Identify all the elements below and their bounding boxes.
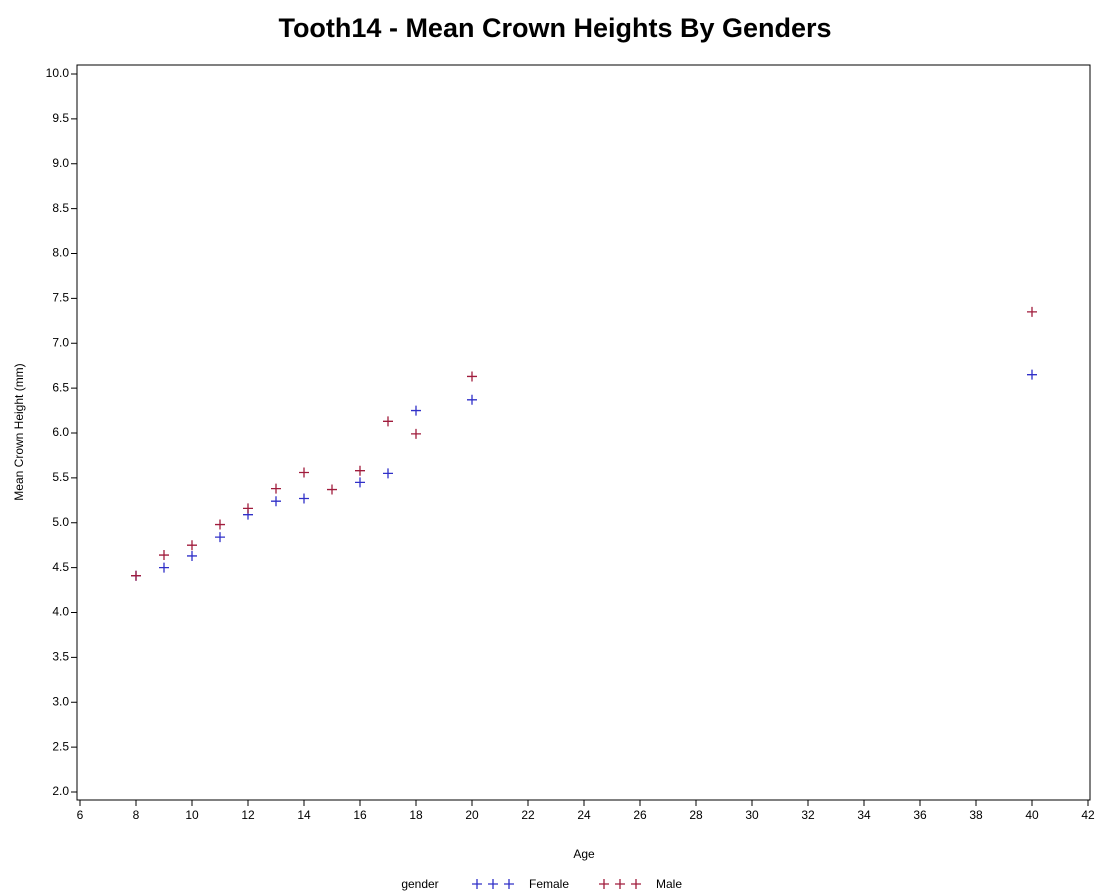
point bbox=[215, 532, 225, 543]
point bbox=[215, 519, 225, 530]
x-axis-label: Age bbox=[573, 847, 595, 861]
point bbox=[131, 570, 141, 581]
y-tick-label: 2.0 bbox=[52, 784, 69, 798]
y-tick-label: 7.0 bbox=[52, 335, 69, 349]
x-tick-label: 10 bbox=[185, 808, 199, 822]
y-tick-label: 7.5 bbox=[52, 291, 69, 305]
x-tick-label: 8 bbox=[133, 808, 140, 822]
y-tick-label: 5.5 bbox=[52, 470, 69, 484]
x-tick-label: 30 bbox=[745, 808, 759, 822]
x-tick-label: 6 bbox=[77, 808, 84, 822]
y-tick-label: 6.5 bbox=[52, 380, 69, 394]
chart-title: Tooth14 - Mean Crown Heights By Genders bbox=[278, 13, 831, 43]
y-tick-label: 9.5 bbox=[52, 111, 69, 125]
point bbox=[299, 493, 309, 504]
legend-symbol bbox=[599, 879, 609, 889]
x-tick-label: 36 bbox=[913, 808, 927, 822]
y-tick-label: 10.0 bbox=[46, 66, 70, 80]
legend-symbol bbox=[504, 879, 514, 889]
y-tick-label: 3.0 bbox=[52, 694, 69, 708]
point bbox=[411, 428, 421, 439]
x-tick-label: 42 bbox=[1081, 808, 1095, 822]
x-tick-label: 28 bbox=[689, 808, 703, 822]
y-tick-label: 2.5 bbox=[52, 739, 69, 753]
point bbox=[467, 394, 477, 405]
x-tick-label: 18 bbox=[409, 808, 423, 822]
x-tick-label: 40 bbox=[1025, 808, 1039, 822]
point bbox=[1027, 369, 1037, 380]
legend-symbol bbox=[488, 879, 498, 889]
y-tick-label: 5.0 bbox=[52, 515, 69, 529]
y-tick-label: 6.0 bbox=[52, 425, 69, 439]
x-tick-label: 24 bbox=[577, 808, 591, 822]
point bbox=[243, 503, 253, 514]
x-tick-label: 26 bbox=[633, 808, 647, 822]
point bbox=[299, 467, 309, 478]
x-tick-label: 14 bbox=[297, 808, 311, 822]
y-tick-label: 8.5 bbox=[52, 201, 69, 215]
point bbox=[383, 468, 393, 479]
point bbox=[355, 477, 365, 488]
y-axis-label: Mean Crown Height (mm) bbox=[12, 363, 26, 500]
legend-symbol bbox=[472, 879, 482, 889]
x-tick-label: 12 bbox=[241, 808, 255, 822]
x-tick-label: 32 bbox=[801, 808, 815, 822]
point bbox=[159, 562, 169, 573]
point bbox=[271, 496, 281, 507]
y-tick-label: 4.0 bbox=[52, 605, 69, 619]
legend-label: Male bbox=[656, 877, 682, 891]
point bbox=[159, 550, 169, 561]
point bbox=[271, 483, 281, 494]
point bbox=[187, 540, 197, 551]
point bbox=[411, 405, 421, 416]
x-tick-label: 16 bbox=[353, 808, 367, 822]
point bbox=[187, 550, 197, 561]
legend-label: Female bbox=[529, 877, 569, 891]
x-tick-label: 38 bbox=[969, 808, 983, 822]
legend-title: gender bbox=[401, 877, 438, 891]
y-tick-label: 4.5 bbox=[52, 560, 69, 574]
plot-frame bbox=[76, 64, 1091, 801]
legend-symbol bbox=[615, 879, 625, 889]
y-tick-label: 8.0 bbox=[52, 246, 69, 260]
y-tick-label: 3.5 bbox=[52, 650, 69, 664]
point bbox=[1027, 306, 1037, 317]
x-tick-label: 22 bbox=[521, 808, 535, 822]
point bbox=[383, 416, 393, 427]
y-tick-label: 9.0 bbox=[52, 156, 69, 170]
legend-symbol bbox=[631, 879, 641, 889]
point bbox=[467, 371, 477, 382]
x-tick-label: 20 bbox=[465, 808, 479, 822]
point bbox=[355, 465, 365, 476]
point bbox=[327, 484, 337, 495]
x-tick-label: 34 bbox=[857, 808, 871, 822]
